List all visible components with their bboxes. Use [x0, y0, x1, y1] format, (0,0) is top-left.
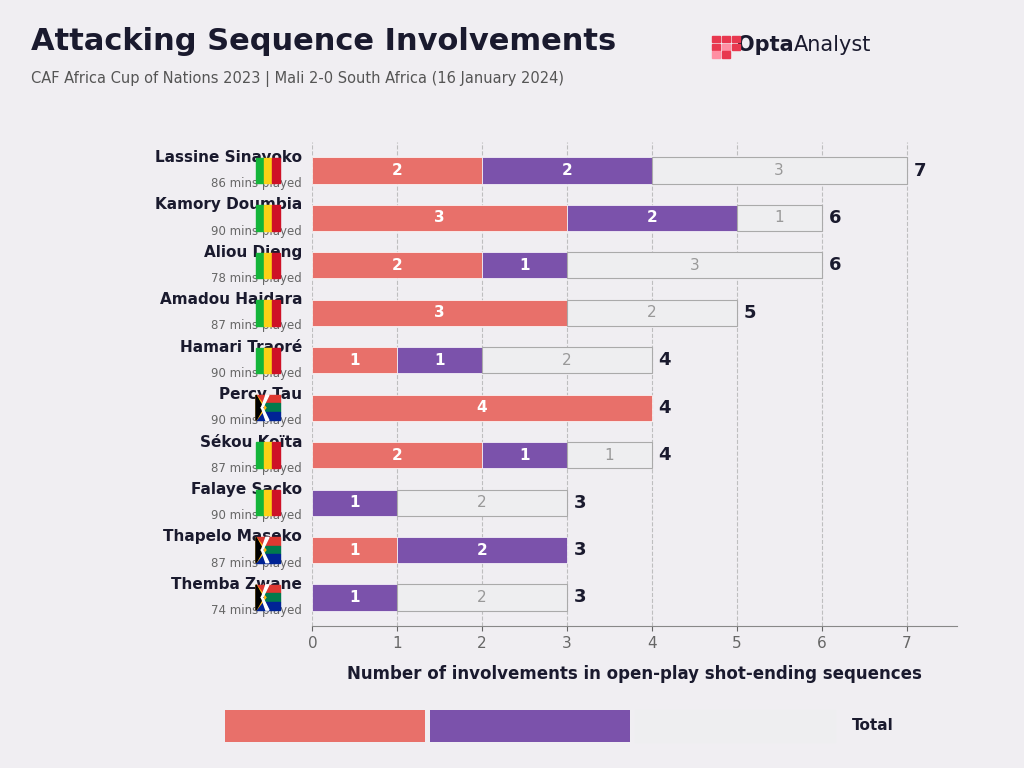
Bar [312, 395, 652, 421]
Text: 2: 2 [477, 542, 487, 558]
Text: 2: 2 [646, 210, 657, 226]
Text: 2: 2 [392, 258, 402, 273]
Text: 2: 2 [392, 163, 402, 178]
Text: 1: 1 [519, 258, 529, 273]
Text: 3: 3 [689, 258, 699, 273]
Text: 2: 2 [562, 353, 571, 368]
Text: Amadou Haidara: Amadou Haidara [160, 293, 302, 307]
Bar [397, 584, 567, 611]
Bar [312, 442, 482, 468]
Text: Analyst: Analyst [794, 35, 871, 55]
Bar [312, 347, 397, 373]
Text: 1: 1 [774, 210, 784, 226]
Text: 1: 1 [519, 448, 529, 462]
Text: 2: 2 [392, 448, 402, 462]
Text: Aliou Dieng: Aliou Dieng [204, 245, 302, 260]
Bar [312, 584, 397, 611]
Text: 1: 1 [604, 448, 614, 462]
Bar [482, 442, 567, 468]
Text: Build up to shot: Build up to shot [680, 719, 790, 733]
Text: Thapelo Maseko: Thapelo Maseko [164, 529, 302, 545]
Text: Hamari Traoré: Hamari Traoré [180, 339, 302, 355]
Text: 1: 1 [349, 590, 360, 605]
Bar [652, 157, 906, 184]
Text: 4: 4 [658, 351, 671, 369]
Bar [567, 253, 821, 279]
Text: 3: 3 [573, 588, 587, 607]
Text: 3: 3 [774, 163, 784, 178]
Text: Total: Total [852, 718, 894, 733]
Bar [567, 205, 736, 231]
Text: 1: 1 [434, 353, 444, 368]
Text: 4: 4 [477, 400, 487, 415]
Text: 3: 3 [434, 306, 445, 320]
Bar [567, 442, 652, 468]
Text: 3: 3 [434, 210, 445, 226]
Text: Sékou Koïta: Sékou Koïta [200, 435, 302, 449]
Text: 2: 2 [477, 495, 486, 510]
Bar [312, 157, 482, 184]
Text: 2: 2 [561, 163, 572, 178]
Text: 4: 4 [658, 446, 671, 464]
Bar [312, 537, 397, 563]
Text: 3: 3 [573, 541, 587, 559]
Text: Attacking Sequence Involvements: Attacking Sequence Involvements [31, 27, 616, 56]
Text: Shot: Shot [307, 719, 343, 733]
Bar [312, 489, 397, 515]
Bar [482, 253, 567, 279]
Text: 1: 1 [349, 353, 360, 368]
Text: 5: 5 [743, 304, 756, 322]
Text: 2: 2 [477, 590, 486, 605]
Bar [482, 157, 652, 184]
Text: 90 mins played: 90 mins played [211, 367, 302, 380]
Text: Chance created: Chance created [469, 719, 591, 733]
Text: 90 mins played: 90 mins played [211, 509, 302, 522]
X-axis label: Number of involvements in open-play shot-ending sequences: Number of involvements in open-play shot… [347, 664, 923, 683]
Bar [567, 300, 736, 326]
Text: 87 mins played: 87 mins played [211, 462, 302, 475]
Text: 87 mins played: 87 mins played [211, 557, 302, 570]
Text: 2: 2 [647, 306, 656, 320]
Bar [397, 347, 482, 373]
Text: 1: 1 [349, 542, 360, 558]
Text: 78 mins played: 78 mins played [211, 272, 302, 285]
Text: 90 mins played: 90 mins played [211, 414, 302, 427]
Text: 1: 1 [349, 495, 360, 510]
Text: 90 mins played: 90 mins played [211, 224, 302, 237]
Text: 86 mins played: 86 mins played [211, 177, 302, 190]
Bar [482, 347, 652, 373]
Bar [312, 205, 567, 231]
Text: 4: 4 [658, 399, 671, 417]
Bar [397, 489, 567, 515]
Bar [736, 205, 821, 231]
Text: Themba Zwane: Themba Zwane [171, 577, 302, 592]
Text: 6: 6 [828, 209, 841, 227]
Bar [397, 537, 567, 563]
Text: 7: 7 [913, 161, 926, 180]
Text: 6: 6 [828, 257, 841, 274]
Text: Percy Tau: Percy Tau [219, 387, 302, 402]
Text: Kamory Doumbia: Kamory Doumbia [155, 197, 302, 213]
Text: 74 mins played: 74 mins played [211, 604, 302, 617]
Bar [312, 300, 567, 326]
Bar [312, 253, 482, 279]
Text: Falaye Sacko: Falaye Sacko [191, 482, 302, 497]
Text: Opta: Opta [737, 35, 794, 55]
Text: Lassine Sinayoko: Lassine Sinayoko [155, 150, 302, 165]
Text: CAF Africa Cup of Nations 2023 | Mali 2-0 South Africa (16 January 2024): CAF Africa Cup of Nations 2023 | Mali 2-… [31, 71, 564, 87]
Text: 3: 3 [573, 494, 587, 511]
Text: 87 mins played: 87 mins played [211, 319, 302, 333]
